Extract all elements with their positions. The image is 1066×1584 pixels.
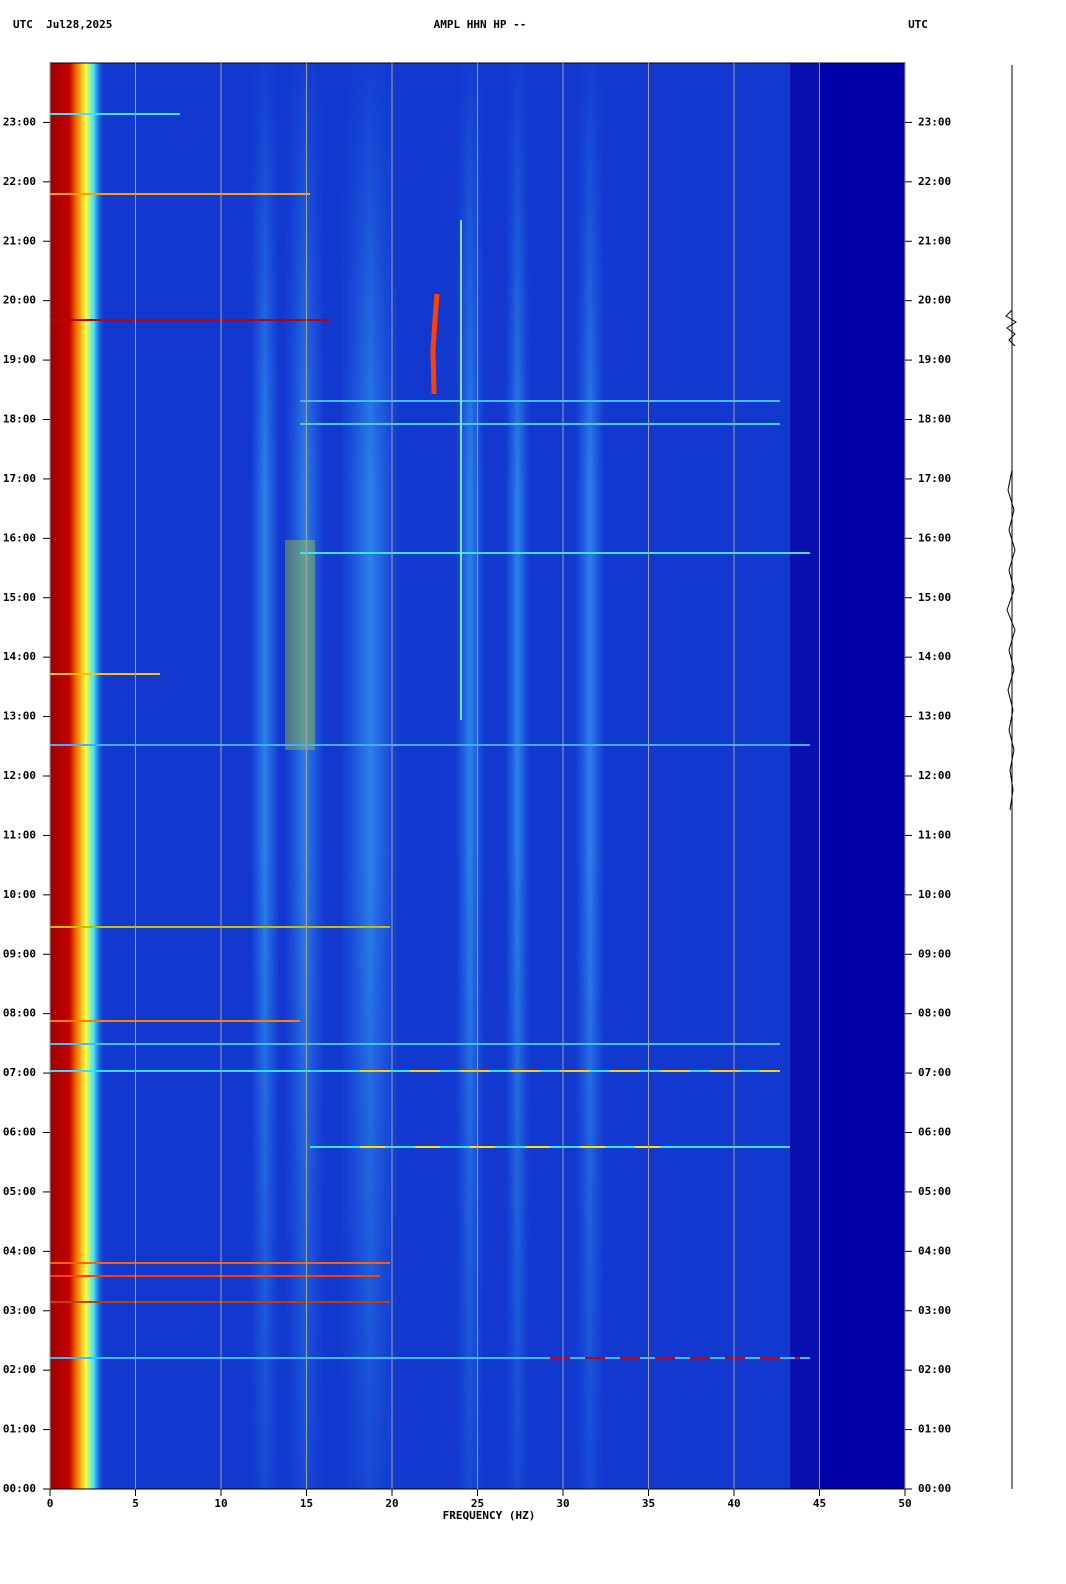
y-tick-label: 19:00 <box>3 353 36 366</box>
y-tick-label-right: 05:00 <box>918 1185 951 1198</box>
y-tick-label: 15:00 <box>3 591 36 604</box>
y-tick-label-right: 17:00 <box>918 472 951 485</box>
date-label: UTC Jul28,2025 <box>13 18 112 31</box>
x-tick-label: 30 <box>556 1497 569 1510</box>
y-tick-label-right: 06:00 <box>918 1126 951 1139</box>
y-tick-label: 18:00 <box>3 413 36 426</box>
y-tick-label-right: 19:00 <box>918 353 951 366</box>
chart-title: AMPL HHN HP -- <box>434 18 527 31</box>
y-tick-label-right: 11:00 <box>918 828 951 841</box>
y-tick-label-right: 22:00 <box>918 175 951 188</box>
x-tick-label: 0 <box>47 1497 54 1510</box>
y-tick-label-right: 13:00 <box>918 710 951 723</box>
y-tick-label-right: 04:00 <box>918 1244 951 1257</box>
y-tick-label-right: 23:00 <box>918 115 951 128</box>
x-axis-label: FREQUENCY (HZ) <box>443 1509 536 1522</box>
y-tick-label: 17:00 <box>3 472 36 485</box>
y-tick-label: 23:00 <box>3 115 36 128</box>
y-tick-label-right: 10:00 <box>918 888 951 901</box>
x-tick-label: 25 <box>471 1497 484 1510</box>
y-tick-label: 07:00 <box>3 1066 36 1079</box>
y-tick-label: 01:00 <box>3 1423 36 1436</box>
y-tick-label-right: 12:00 <box>918 769 951 782</box>
y-tick-label-right: 03:00 <box>918 1304 951 1317</box>
y-tick-label-right: 16:00 <box>918 531 951 544</box>
y-tick-label: 06:00 <box>3 1126 36 1139</box>
y-tick-label: 13:00 <box>3 710 36 723</box>
x-tick-label: 40 <box>727 1497 740 1510</box>
y-tick-label: 05:00 <box>3 1185 36 1198</box>
y-tick-label-right: 09:00 <box>918 947 951 960</box>
seismogram-trace <box>1005 65 1017 1489</box>
y-tick-label: 02:00 <box>3 1363 36 1376</box>
x-tick-label: 35 <box>642 1497 655 1510</box>
y-tick-label-right: 00:00 <box>918 1482 951 1495</box>
right-label: UTC <box>908 18 928 31</box>
y-tick-label-right: 20:00 <box>918 294 951 307</box>
y-tick-label: 16:00 <box>3 531 36 544</box>
y-tick-label-right: 01:00 <box>918 1423 951 1436</box>
y-tick-label: 03:00 <box>3 1304 36 1317</box>
y-tick-label: 12:00 <box>3 769 36 782</box>
y-tick-label: 21:00 <box>3 234 36 247</box>
y-tick-label: 20:00 <box>3 294 36 307</box>
y-tick-label: 00:00 <box>3 1482 36 1495</box>
y-tick-label: 09:00 <box>3 947 36 960</box>
y-tick-label-right: 02:00 <box>918 1363 951 1376</box>
y-tick-label-right: 21:00 <box>918 234 951 247</box>
y-tick-label: 08:00 <box>3 1007 36 1020</box>
x-tick-label: 45 <box>813 1497 826 1510</box>
x-tick-label: 10 <box>214 1497 227 1510</box>
y-tick-label: 11:00 <box>3 828 36 841</box>
x-tick-label: 50 <box>898 1497 911 1510</box>
y-tick-label: 14:00 <box>3 650 36 663</box>
y-tick-label: 22:00 <box>3 175 36 188</box>
y-tick-label-right: 15:00 <box>918 591 951 604</box>
x-tick-label: 20 <box>385 1497 398 1510</box>
y-tick-label: 10:00 <box>3 888 36 901</box>
y-tick-label-right: 08:00 <box>918 1007 951 1020</box>
y-tick-label-right: 14:00 <box>918 650 951 663</box>
x-tick-label: 15 <box>300 1497 313 1510</box>
y-tick-label-right: 07:00 <box>918 1066 951 1079</box>
y-tick-label-right: 18:00 <box>918 413 951 426</box>
x-tick-label: 5 <box>132 1497 139 1510</box>
y-tick-label: 04:00 <box>3 1244 36 1257</box>
